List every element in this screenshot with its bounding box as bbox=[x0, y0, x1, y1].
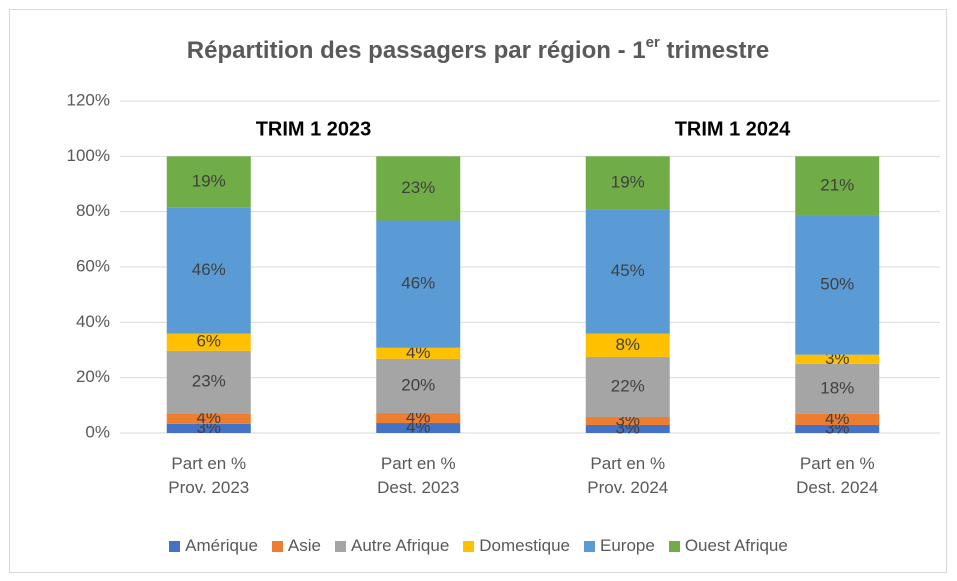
x-tick-label: Part en % Dest. 2024 bbox=[796, 454, 879, 497]
bar-segment bbox=[166, 207, 251, 334]
bar-segment bbox=[166, 413, 251, 424]
bar-segment bbox=[585, 209, 670, 334]
y-tick-label: 40% bbox=[76, 312, 110, 331]
title-sup: er bbox=[646, 34, 660, 51]
legend: Amérique Asie Autre Afrique Domestique Europ… bbox=[0, 536, 957, 556]
bar-segment bbox=[585, 416, 670, 425]
x-tick-label: Part en % Prov. 2024 bbox=[587, 454, 669, 497]
x-tick-label: Part en % Dest. 2023 bbox=[377, 454, 460, 497]
data-label: 19% bbox=[611, 172, 645, 191]
legend-item: Domestique bbox=[463, 536, 570, 556]
data-label: 46% bbox=[192, 260, 226, 279]
data-label: 23% bbox=[192, 372, 226, 391]
bar-segment bbox=[795, 413, 880, 425]
x-tick-label: Part en % Prov. 2023 bbox=[168, 454, 250, 497]
legend-item: Autre Afrique bbox=[335, 536, 449, 556]
legend-label: Asie bbox=[287, 536, 321, 555]
data-label: 21% bbox=[820, 175, 854, 194]
bar-segment bbox=[585, 156, 670, 210]
legend-swatch bbox=[169, 540, 181, 552]
legend-item: Amérique bbox=[169, 536, 258, 556]
bar-segment bbox=[166, 423, 251, 433]
legend-label: Ouest Afrique bbox=[684, 536, 788, 555]
y-tick-label: 80% bbox=[76, 201, 110, 220]
bar-segment bbox=[795, 354, 880, 364]
legend-label: Domestique bbox=[479, 536, 570, 555]
bar-segment bbox=[795, 215, 880, 355]
bar-segment bbox=[166, 156, 251, 208]
data-label: 22% bbox=[611, 376, 645, 395]
bar-segment bbox=[376, 156, 461, 221]
title-text: Répartition des passagers par région - 1 bbox=[187, 37, 646, 64]
legend-label: Autre Afrique bbox=[351, 536, 450, 555]
bar-segment bbox=[166, 350, 251, 414]
bar-segment bbox=[585, 356, 670, 417]
legend-swatch bbox=[584, 540, 595, 552]
annotation: TRIM 1 2024 bbox=[675, 118, 791, 140]
data-label: 6% bbox=[196, 332, 221, 351]
data-label: 20% bbox=[401, 375, 435, 394]
bar-segment bbox=[795, 424, 880, 433]
data-label: 50% bbox=[820, 275, 854, 294]
bar-segment bbox=[795, 156, 880, 216]
data-label: 46% bbox=[401, 274, 435, 293]
legend-swatch bbox=[668, 540, 680, 552]
y-tick-label: 100% bbox=[67, 146, 110, 165]
bar-segment bbox=[376, 423, 461, 433]
legend-swatch bbox=[463, 540, 475, 552]
y-tick-label: 20% bbox=[76, 367, 110, 386]
data-label: 18% bbox=[820, 378, 854, 397]
legend-swatch bbox=[335, 540, 346, 552]
y-tick-label: 60% bbox=[76, 256, 110, 275]
legend-item: Asie bbox=[271, 536, 321, 556]
bar-segment bbox=[376, 358, 461, 414]
bar-segment bbox=[585, 333, 670, 357]
bar-segment bbox=[166, 333, 251, 351]
y-tick-label: 0% bbox=[85, 422, 110, 441]
chart-title: Répartition des passagers par région - 1… bbox=[187, 34, 769, 64]
bar-segment bbox=[376, 347, 461, 359]
legend-swatch bbox=[271, 540, 283, 552]
data-label: 45% bbox=[611, 261, 645, 280]
legend-item: Europe bbox=[584, 536, 655, 556]
bar-segment bbox=[376, 413, 461, 424]
legend-item: Ouest Afrique bbox=[668, 536, 788, 556]
bar-segment bbox=[795, 363, 880, 414]
title-rest: trimestre bbox=[660, 37, 769, 64]
legend-label: Amérique bbox=[185, 536, 258, 555]
chart-frame bbox=[9, 9, 947, 573]
data-label: 19% bbox=[192, 171, 226, 190]
data-label: 23% bbox=[401, 178, 435, 197]
bar-segment bbox=[585, 424, 670, 433]
bar-segment bbox=[376, 220, 461, 348]
y-tick-label: 120% bbox=[67, 90, 110, 109]
data-label: 8% bbox=[615, 335, 640, 354]
legend-label: Europe bbox=[600, 536, 655, 555]
annotation: TRIM 1 2023 bbox=[256, 118, 372, 140]
